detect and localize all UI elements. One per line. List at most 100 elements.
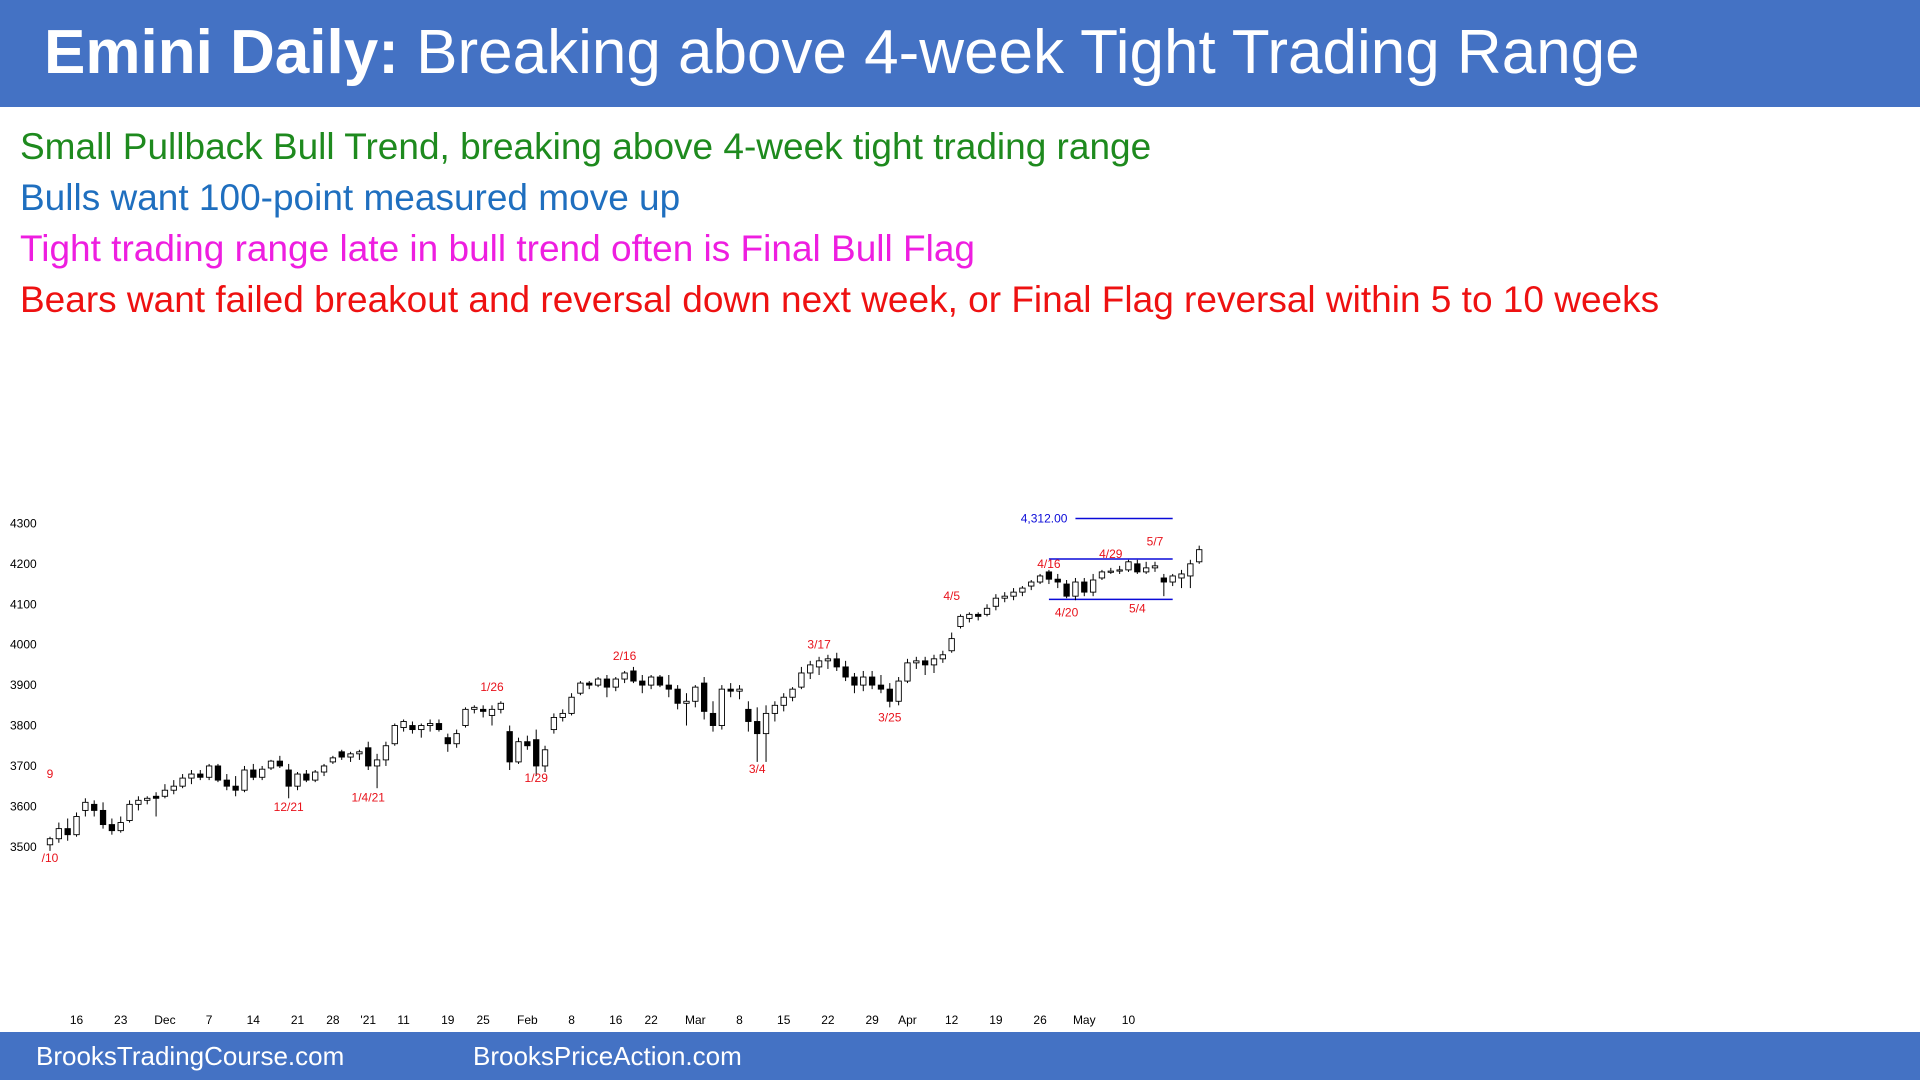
candle-body [922,660,929,666]
candle-body [82,801,89,811]
x-tick-label: 8 [736,1013,743,1027]
candle-body [462,708,469,726]
candle [506,725,513,770]
annotation-label: 1/29 [525,771,549,785]
candle-body [1187,563,1194,577]
candle-body [975,613,982,617]
candle [639,675,646,694]
candle [559,709,566,722]
x-tick-label: 28 [326,1013,340,1027]
candle-body [515,741,522,763]
x-tick-label: 16 [609,1013,623,1027]
price-chart: 4,312.00 3500 3600 3700 3800 3900 4000 4100 420… [10,512,1203,1027]
candle [745,701,752,732]
candle-body [1178,573,1185,579]
candle-body [930,658,938,666]
candle-body [656,676,664,686]
candle-body [1143,567,1150,573]
candle [860,670,867,692]
candle [329,755,337,764]
candle [533,729,540,777]
candle [621,670,628,684]
candle-body [709,712,717,726]
x-tick-label: 19 [989,1013,1003,1027]
candle [647,675,655,690]
candle-body [197,773,204,778]
candle-body [108,824,116,832]
candle-body [1028,581,1035,587]
candle [320,763,328,777]
candle-body [762,712,770,735]
candle-body [842,666,849,678]
candle [1072,577,1079,601]
candle [400,719,407,732]
candle [1036,573,1044,585]
candle [276,755,283,768]
x-tick-label: 26 [1033,1013,1047,1027]
candle [1134,559,1141,574]
candle-body [267,760,275,769]
candle-body [807,664,814,674]
candle-body [312,771,319,781]
annotation-label: 5/4 [1129,601,1146,615]
candle [232,776,239,797]
candle [1098,569,1106,580]
candle [82,798,89,817]
candle [939,650,946,663]
x-tick-label: 29 [865,1013,879,1027]
annotation-label: 1/4/21 [352,791,386,805]
candle [603,675,611,698]
x-tick-label: Mar [685,1013,706,1027]
candle [152,792,160,817]
candle-body [329,757,337,763]
annotation-label: 9 [47,767,54,781]
x-tick-label: Feb [517,1013,538,1027]
candle [992,594,1000,611]
candle-body [347,753,354,758]
candle-body [860,676,867,686]
candle-body [320,765,328,773]
candle [771,701,779,722]
candle-body [276,760,283,767]
candle-body [1125,561,1132,571]
annotation-label: 4/5 [943,589,960,603]
x-tick-label: '21 [360,1013,376,1027]
candle [577,681,584,696]
candle-body [559,712,566,718]
y-tick-label: 4200 [10,557,37,571]
candle [303,770,310,783]
candle [1151,561,1159,572]
candle [108,818,116,835]
candle-body [152,795,160,799]
candle [1125,559,1132,572]
candle [64,818,71,841]
candle-body [983,607,991,615]
candle [161,784,169,799]
candle-body [356,751,363,755]
candle-body [1196,549,1203,563]
footer-link-brookstradingcourse[interactable]: BrooksTradingCourse.com [36,1041,345,1071]
candle-body [126,803,133,821]
y-tick-label: 3500 [10,840,37,854]
annotation-label: 3/17 [807,638,831,652]
footer-link-brookspriceaction[interactable]: BrooksPriceAction.com [473,1041,742,1071]
candle [1187,559,1194,589]
candle [1045,569,1053,585]
candle [488,705,496,726]
candle [541,745,549,773]
candle [709,701,717,732]
candle [833,652,840,671]
candle [1169,573,1176,587]
candle [471,705,478,714]
slide-title: Emini Daily: Breaking above 4-week Tight… [44,16,1640,90]
candle [197,770,204,781]
candle-body [1063,583,1070,597]
candle-body [683,700,690,704]
candle-body [1054,578,1061,583]
x-tick-label: 10 [1122,1013,1136,1027]
y-tick-label: 4100 [10,597,37,611]
candle-body [373,759,381,767]
candle-body [391,725,398,745]
candle-body [948,638,955,652]
candle [754,707,761,762]
